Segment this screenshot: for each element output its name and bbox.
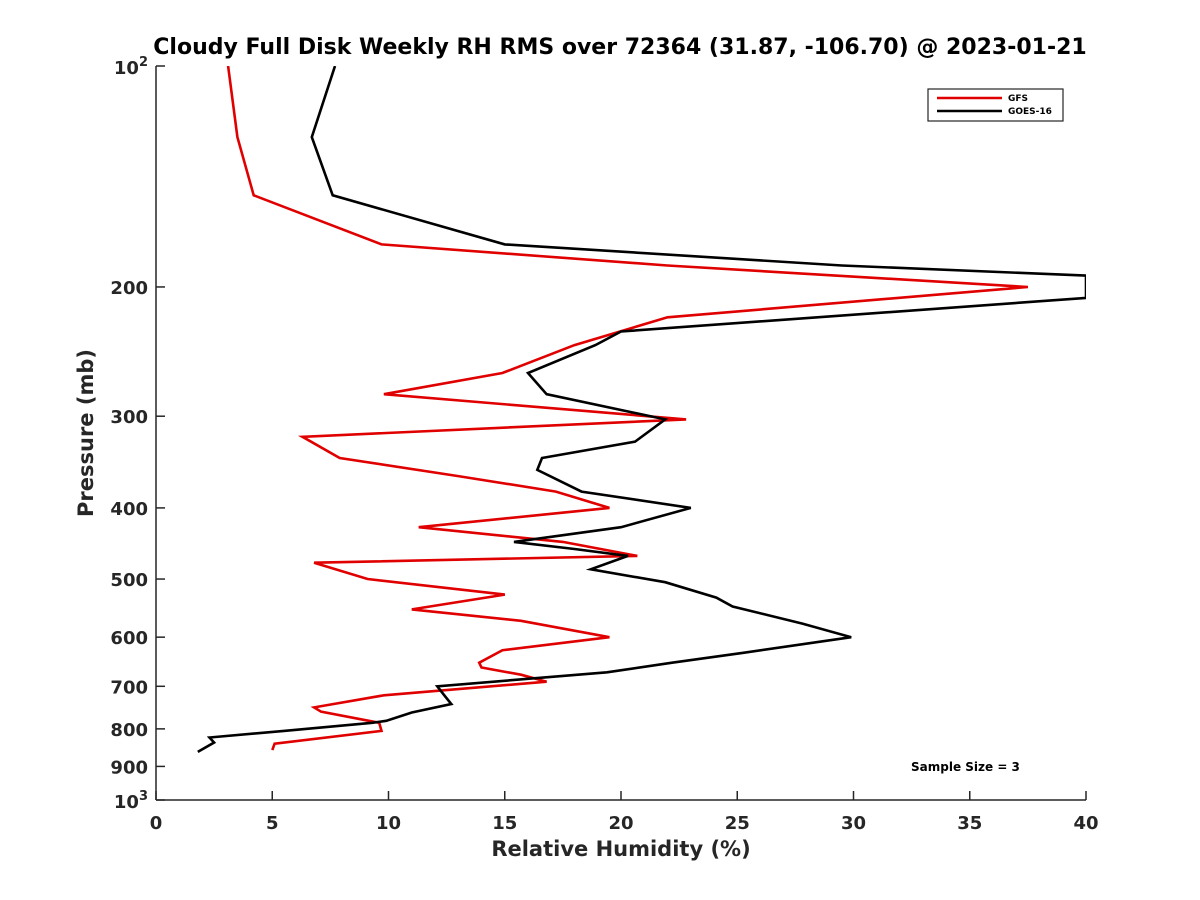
y-tick-label: 600 [110,628,148,649]
y-tick-label: 102 [114,55,148,79]
x-axis-label: Relative Humidity (%) [491,837,750,861]
x-tick-label: 30 [841,813,866,834]
y-tick-label: 200 [110,278,148,299]
x-tick-label: 15 [492,813,517,834]
y-ticks: 102 200 300 400 500 600 700 800 900 103 [110,55,165,813]
x-tick-label: 20 [608,813,633,834]
series-line-goes-16 [197,66,1086,754]
legend: GFS GOES-16 [927,88,1064,122]
y-tick-label: 103 [114,789,148,813]
chart-title: Cloudy Full Disk Weekly RH RMS over 7236… [153,35,1086,60]
y-tick-label: 300 [110,407,148,428]
y-tick-label: 700 [110,677,148,698]
y-tick-label: 400 [110,499,148,520]
y-tick-label: 500 [110,570,148,591]
x-tick-label: 5 [266,813,279,834]
y-axis-label: Pressure (mb) [74,349,98,517]
legend-box [927,88,1064,122]
x-tick-label: 25 [725,813,750,834]
series-line-gfs [226,66,1029,751]
y-tick-label: 900 [110,757,148,778]
legend-label-goes-16: GOES-16 [1008,107,1052,117]
x-tick-label: 0 [150,813,163,834]
plot-area: 0 5 10 15 20 25 30 35 40 102 200 300 400 500 600 700 80… [110,55,1098,834]
x-tick-label: 10 [376,813,401,834]
y-tick-label: 800 [110,720,148,741]
series-group [197,66,1086,754]
sample-size-annotation: Sample Size = 3 [911,760,1020,774]
legend-label-gfs: GFS [1008,94,1028,104]
x-ticks: 0 5 10 15 20 25 30 35 40 [150,791,1099,834]
x-tick-label: 35 [957,813,982,834]
x-tick-label: 40 [1073,813,1098,834]
